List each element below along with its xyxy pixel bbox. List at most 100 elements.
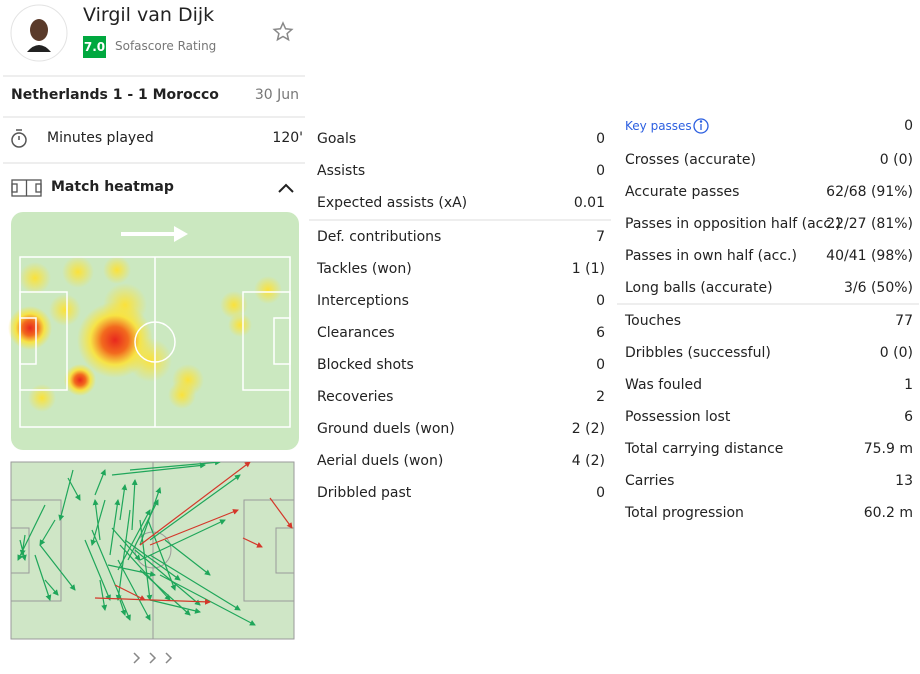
pass-arrow <box>124 539 181 581</box>
stat-label: Key passes <box>625 119 692 133</box>
stat-value: 6 <box>596 325 605 341</box>
stat-label: Recoveries <box>317 389 394 405</box>
pass-arrow <box>139 462 251 546</box>
pass-arrow <box>131 479 138 531</box>
stat-label: Crosses (accurate) <box>625 152 756 168</box>
pass-arrow <box>84 539 111 601</box>
stat-label: Interceptions <box>317 293 409 309</box>
stat-value: 7 <box>596 229 605 245</box>
pass-arrow <box>94 597 211 605</box>
stat-value: 60.2 m <box>863 505 913 521</box>
pass-arrow <box>39 544 76 591</box>
stat-value: 62/68 (91%) <box>826 184 913 200</box>
stat-label: Ground duels (won) <box>317 421 455 437</box>
collapse-button[interactable] <box>278 183 294 193</box>
stat-value: 13 <box>895 473 913 489</box>
info-icon[interactable] <box>693 118 709 134</box>
pass-arrow <box>99 579 108 611</box>
stat-label: Blocked shots <box>317 357 414 373</box>
stat-row: Key passes 0 <box>625 110 913 142</box>
heatmap-title: Match heatmap <box>51 179 174 195</box>
stat-label: Total carrying distance <box>625 441 784 457</box>
pass-arrow <box>149 599 201 614</box>
stat-value: 1 (1) <box>571 261 605 277</box>
pass-arrow <box>67 477 81 501</box>
stat-label: Total progression <box>625 505 744 521</box>
player-name: Virgil van Dijk <box>83 4 215 26</box>
pass-arrow <box>34 554 52 601</box>
stat-value: 0 (0) <box>879 345 913 361</box>
stat-label: Passes in opposition half (acc.) <box>625 216 841 232</box>
pass-arrow <box>92 499 101 541</box>
stat-row: Possession lost 6 <box>625 401 913 433</box>
stat-value: 40/41 (98%) <box>826 248 913 264</box>
stat-label: Long balls (accurate) <box>625 280 773 296</box>
pass-arrow <box>119 484 128 521</box>
rating-value: 7.0 <box>83 40 106 54</box>
avatar-face <box>30 19 48 41</box>
pass-arrow <box>119 599 127 616</box>
pass-arrow <box>44 579 59 596</box>
favorite-star[interactable] <box>272 21 294 42</box>
stat-value: 4 (2) <box>571 453 605 469</box>
stat-label: Touches <box>625 313 682 329</box>
stat-label: Possession lost <box>625 409 731 425</box>
stat-value: 1 <box>904 377 913 393</box>
pass-arrow <box>127 499 159 561</box>
stat-label: Dribbled past <box>317 485 412 501</box>
heatmap-blobs <box>8 256 282 412</box>
avatar-shirt <box>27 45 51 52</box>
stat-label: Assists <box>317 163 366 179</box>
stat-value: 0 <box>904 118 913 134</box>
stat-row: Assists 0 <box>317 155 605 187</box>
pass-arrows <box>17 462 293 626</box>
pass-arrow <box>91 529 131 621</box>
rating-badge <box>83 36 106 58</box>
rating-label: Sofascore Rating <box>115 39 217 53</box>
pass-arrow <box>117 559 151 621</box>
pass-arrow <box>111 462 206 476</box>
pass-arrow <box>109 499 121 556</box>
stat-label: Tackles (won) <box>317 261 412 277</box>
stat-row: Blocked shots 0 <box>317 349 605 381</box>
stat-label: Accurate passes <box>625 184 740 200</box>
heatmap-icon <box>11 179 42 197</box>
minutes-label: Minutes played <box>47 130 154 146</box>
minutes-value: 120' <box>272 130 303 146</box>
stat-label: Aerial duels (won) <box>317 453 444 469</box>
pass-arrow <box>90 499 106 546</box>
stat-label: Was fouled <box>625 377 703 393</box>
heatmap-lines <box>19 256 291 428</box>
pass-arrow <box>164 539 211 576</box>
pass-arrow <box>149 509 239 546</box>
stat-value: 0 <box>596 357 605 373</box>
pass-arrow <box>242 537 263 548</box>
attack-direction <box>121 226 188 242</box>
stat-row: Expected assists (xA) 0.01 <box>317 187 605 219</box>
stat-label: Expected assists (xA) <box>317 195 468 211</box>
pass-arrow <box>269 497 293 529</box>
stat-label: Passes in own half (acc.) <box>625 248 797 264</box>
stat-row: Ground duels (won) 2 (2) <box>317 413 605 445</box>
stat-row: Goals 0 <box>317 123 605 155</box>
pass-arrow <box>115 509 131 601</box>
stat-label: Goals <box>317 131 357 147</box>
stat-value: 0 <box>596 163 605 179</box>
stat-row: Clearances 6 <box>317 317 605 349</box>
stat-row: Passes in own half (acc.) 40/41 (98%) <box>625 240 913 272</box>
stat-label: Carries <box>625 473 675 489</box>
stat-row: Carries 13 <box>625 465 913 497</box>
stat-row: Interceptions 0 <box>317 285 605 317</box>
pass-arrow <box>94 469 106 496</box>
page-dots[interactable] <box>133 652 173 664</box>
stat-row: Def. contributions 7 <box>317 221 605 253</box>
stat-row: Dribbled past 0 <box>317 477 605 509</box>
stat-row: Passes in opposition half (acc.) 22/27 (8… <box>625 208 913 240</box>
stat-row: Was fouled 1 <box>625 369 913 401</box>
pass-arrow <box>58 469 74 521</box>
stat-value: 75.9 m <box>863 441 913 457</box>
match-teams[interactable]: Netherlands 1 - 1 Morocco <box>11 87 219 103</box>
stat-row: Recoveries 2 <box>317 381 605 413</box>
stat-label: Clearances <box>317 325 395 341</box>
